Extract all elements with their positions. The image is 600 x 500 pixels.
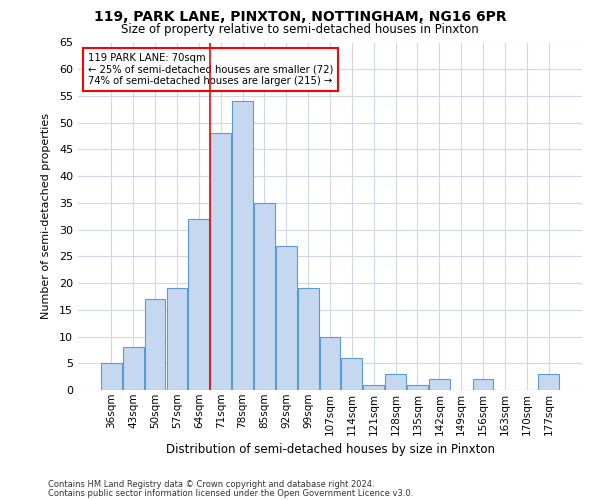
Bar <box>473 380 493 390</box>
X-axis label: Distribution of semi-detached houses by size in Pinxton: Distribution of semi-detached houses by … <box>166 443 494 456</box>
Text: Contains public sector information licensed under the Open Government Licence v3: Contains public sector information licen… <box>48 489 413 498</box>
Bar <box>123 347 143 390</box>
Bar <box>385 374 406 390</box>
Bar <box>407 384 428 390</box>
Bar <box>254 203 275 390</box>
Bar <box>145 299 166 390</box>
Y-axis label: Number of semi-detached properties: Number of semi-detached properties <box>41 114 50 320</box>
Bar <box>341 358 362 390</box>
Bar <box>276 246 296 390</box>
Bar <box>232 102 253 390</box>
Text: 119, PARK LANE, PINXTON, NOTTINGHAM, NG16 6PR: 119, PARK LANE, PINXTON, NOTTINGHAM, NG1… <box>94 10 506 24</box>
Bar <box>167 288 187 390</box>
Bar <box>210 134 231 390</box>
Bar <box>298 288 319 390</box>
Bar <box>364 384 384 390</box>
Bar <box>320 336 340 390</box>
Text: 119 PARK LANE: 70sqm
← 25% of semi-detached houses are smaller (72)
74% of semi-: 119 PARK LANE: 70sqm ← 25% of semi-detac… <box>88 53 334 86</box>
Bar <box>429 380 450 390</box>
Bar <box>188 219 209 390</box>
Text: Contains HM Land Registry data © Crown copyright and database right 2024.: Contains HM Land Registry data © Crown c… <box>48 480 374 489</box>
Bar <box>538 374 559 390</box>
Text: Size of property relative to semi-detached houses in Pinxton: Size of property relative to semi-detach… <box>121 22 479 36</box>
Bar <box>101 364 122 390</box>
